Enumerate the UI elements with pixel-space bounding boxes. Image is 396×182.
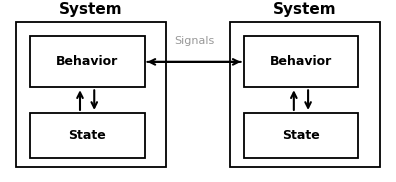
Text: System: System bbox=[273, 2, 337, 17]
Text: Behavior: Behavior bbox=[56, 55, 118, 68]
FancyBboxPatch shape bbox=[30, 113, 145, 158]
FancyBboxPatch shape bbox=[244, 36, 358, 87]
Text: Signals: Signals bbox=[174, 35, 214, 46]
FancyBboxPatch shape bbox=[230, 22, 380, 167]
Text: State: State bbox=[68, 129, 106, 142]
FancyBboxPatch shape bbox=[30, 36, 145, 87]
Text: State: State bbox=[282, 129, 320, 142]
FancyBboxPatch shape bbox=[16, 22, 166, 167]
FancyBboxPatch shape bbox=[244, 113, 358, 158]
Text: Behavior: Behavior bbox=[270, 55, 332, 68]
Text: System: System bbox=[59, 2, 123, 17]
